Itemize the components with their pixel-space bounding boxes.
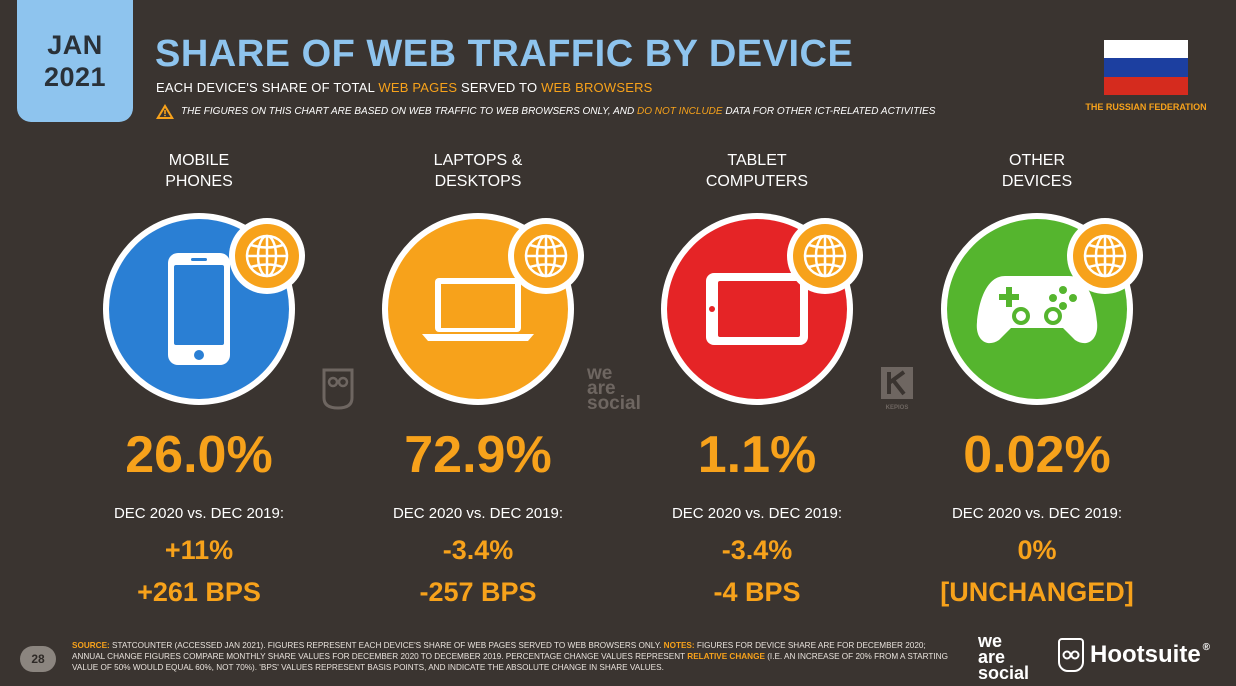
change-bps: +261 BPS [137, 577, 261, 607]
warning-part2: DATA FOR OTHER ICT-RELATED ACTIVITIES [722, 106, 936, 117]
page-subtitle: EACH DEVICE'S SHARE OF TOTAL WEB PAGES S… [156, 80, 653, 95]
device-column-laptops: LAPTOPS & DESKTOPS 72.9% DEC 2020 vs. DE… [348, 150, 608, 607]
kepios-label: KEPIOS [885, 405, 909, 411]
device-label-line2: COMPUTERS [705, 173, 809, 190]
hootsuite-logo: Hootsuite ® [1058, 638, 1210, 672]
device-label-line1: MOBILE [168, 152, 230, 169]
registered-mark: ® [1202, 642, 1211, 653]
notes-highlight: RELATIVE CHANGE [687, 652, 765, 661]
date-year: 2021 [43, 62, 107, 92]
device-column-mobile: MOBILE PHONES 26.0% DEC 2020 vs. DEC 201… [69, 150, 329, 607]
device-label: TABLET COMPUTERS [627, 150, 887, 192]
logo-word: social [978, 663, 1030, 683]
russia-flag-icon [1104, 40, 1188, 95]
subtitle-highlight-web-pages: WEB PAGES [378, 80, 458, 95]
laptop-icon [422, 278, 534, 341]
globe-icon [245, 234, 289, 278]
globe-icon [803, 234, 847, 278]
device-label-line2: DESKTOPS [434, 173, 522, 190]
warning-part1: THE FIGURES ON THIS CHART ARE BASED ON W… [181, 106, 637, 117]
kepios-watermark: KEPIOS [880, 366, 914, 411]
country-name: THE RUSSIAN FEDERATION [1085, 102, 1207, 112]
change-bps: -4 BPS [713, 577, 801, 607]
warning-highlight: DO NOT INCLUDE [637, 106, 723, 117]
notes-text: (I.E. AN INCREASE OF 20% FROM A STARTING… [72, 652, 948, 672]
page-number: 28 [20, 646, 56, 672]
device-label-line2: DEVICES [1001, 173, 1073, 190]
page-title: SHARE OF WEB TRAFFIC BY DEVICE [155, 33, 854, 75]
warning-note: THE FIGURES ON THIS CHART ARE BASED ON W… [155, 103, 935, 120]
we-are-social-watermark: we are social [587, 363, 641, 414]
device-label: LAPTOPS & DESKTOPS [348, 150, 608, 192]
change-percent: -3.4% [721, 535, 793, 565]
hootsuite-owl-icon [1058, 638, 1084, 672]
change-bps: -257 BPS [419, 577, 537, 607]
watermark-word: are [587, 378, 616, 399]
change-percent: -3.4% [442, 535, 514, 565]
change-percent: 0% [1017, 535, 1057, 565]
change-bps: [UNCHANGED] [940, 577, 1134, 607]
game-controller-icon [976, 276, 1098, 344]
we-are-social-logo: we are social [978, 631, 1030, 683]
date-badge: JAN 2021 [17, 0, 133, 122]
kepios-logo-icon [881, 367, 913, 399]
source-text: STATCOUNTER (ACCESSED JAN 2021). FIGURES… [109, 641, 664, 650]
share-value: 26.0% [125, 426, 273, 484]
device-column-tablets: TABLET COMPUTERS 1.1% DEC 2020 vs. DEC 2… [627, 150, 887, 607]
globe-badge [1067, 218, 1143, 294]
source-notes: SOURCE: STATCOUNTER (ACCESSED JAN 2021).… [72, 640, 952, 673]
globe-badge [508, 218, 584, 294]
device-label-line1: TABLET [727, 152, 787, 169]
subtitle-part1: EACH DEVICE'S SHARE OF TOTAL [156, 80, 379, 95]
device-label-line2: PHONES [165, 173, 233, 190]
subtitle-part2: SERVED TO [457, 80, 542, 95]
device-circle [941, 213, 1133, 405]
device-column-other: OTHER DEVICES [907, 150, 1167, 607]
device-label: OTHER DEVICES [907, 150, 1167, 192]
device-label: MOBILE PHONES [69, 150, 329, 192]
logo-word: are [978, 647, 1006, 667]
date-month: JAN [47, 30, 103, 60]
globe-badge [787, 218, 863, 294]
share-value: 0.02% [963, 426, 1111, 484]
change-percent: +11% [164, 535, 234, 565]
hootsuite-owl-watermark-icon [322, 368, 354, 410]
globe-icon [524, 234, 568, 278]
watermark-word: social [587, 393, 641, 414]
source-label: SOURCE: [72, 641, 110, 650]
share-value: 1.1% [697, 426, 817, 484]
comparison-label: DEC 2020 vs. DEC 2019: [951, 505, 1123, 522]
device-circle [661, 213, 853, 405]
comparison-label: DEC 2020 vs. DEC 2019: [113, 505, 285, 522]
share-value: 72.9% [404, 426, 552, 484]
device-label-line1: LAPTOPS & [433, 152, 523, 169]
globe-icon [1083, 234, 1127, 278]
comparison-label: DEC 2020 vs. DEC 2019: [671, 505, 843, 522]
mobile-phone-icon [168, 253, 230, 365]
watermark-word: we [587, 363, 613, 384]
hootsuite-wordmark: Hootsuite [1090, 641, 1201, 668]
tablet-icon [706, 273, 808, 345]
comparison-label: DEC 2020 vs. DEC 2019: [392, 505, 564, 522]
device-label-line1: OTHER [1009, 152, 1065, 169]
warning-triangle-icon [156, 104, 174, 119]
notes-label: NOTES: [663, 641, 695, 650]
subtitle-highlight-web-browsers: WEB BROWSERS [541, 80, 653, 95]
globe-badge [229, 218, 305, 294]
notes-text: FIGURES FOR DEVICE SHARE ARE FOR DECEMBE… [72, 641, 926, 661]
logo-word: we [978, 631, 1003, 651]
